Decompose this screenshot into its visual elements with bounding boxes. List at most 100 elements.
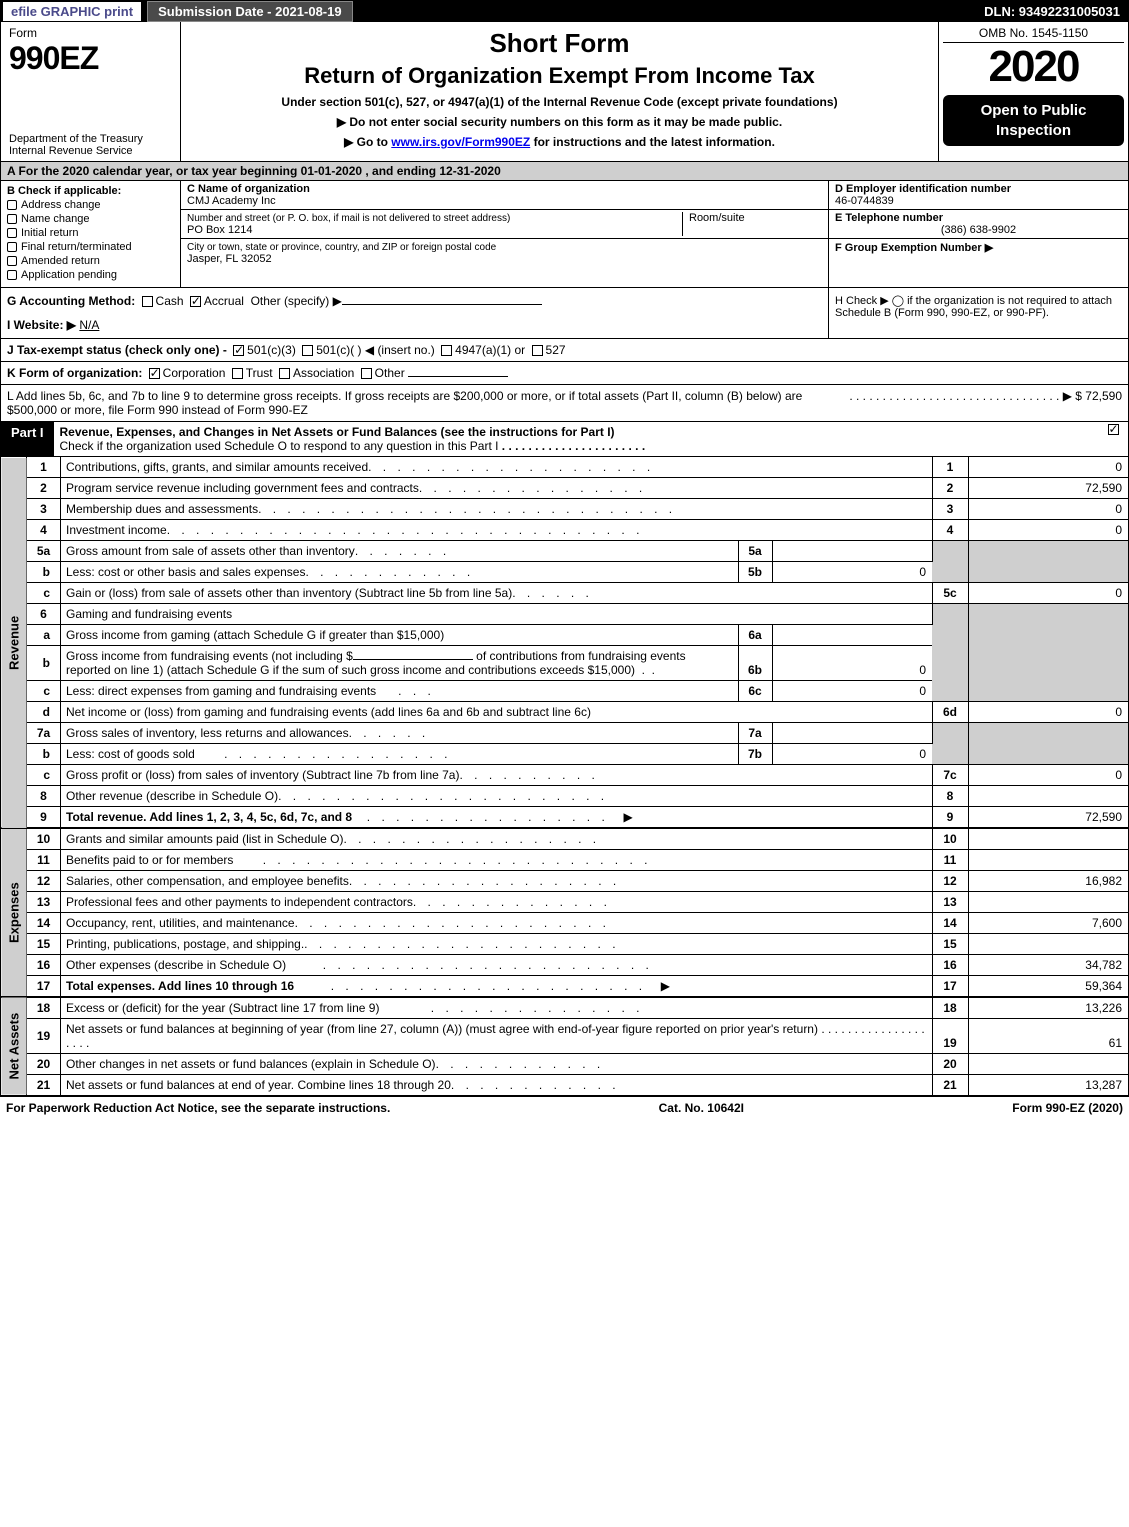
line-18: Net Assets 18 Excess or (deficit) for th… — [1, 997, 1128, 1019]
line-17-value: 59,364 — [968, 976, 1128, 998]
tax-year: 2020 — [943, 43, 1124, 91]
line-3: 3 Membership dues and assessments . . . … — [1, 499, 1128, 520]
header-center: Short Form Return of Organization Exempt… — [181, 22, 938, 161]
line-13: 13 Professional fees and other payments … — [1, 892, 1128, 913]
form-990ez-page: efile GRAPHIC print Submission Date - 20… — [0, 0, 1129, 1097]
part-1-header-row: Part I Revenue, Expenses, and Changes in… — [1, 422, 1128, 457]
ein-box: D Employer identification number 46-0744… — [829, 181, 1128, 210]
line-5c-value: 0 — [968, 583, 1128, 604]
cb-527[interactable] — [532, 345, 543, 356]
line-12-value: 16,982 — [968, 871, 1128, 892]
ein-value: 46-0744839 — [835, 195, 894, 207]
section-b-label: B Check if applicable: — [7, 185, 174, 197]
line-14-value: 7,600 — [968, 913, 1128, 934]
line-6c-value: 0 — [772, 681, 932, 702]
schedule-b-check: H Check ▶ ◯ if the organization is not r… — [828, 288, 1128, 338]
room-suite: Room/suite — [682, 212, 822, 236]
revenue-vert-label: Revenue — [1, 457, 27, 828]
line-21: 21 Net assets or fund balances at end of… — [1, 1075, 1128, 1096]
line-19-value: 61 — [968, 1019, 1128, 1054]
cb-initial-return[interactable]: Initial return — [7, 227, 174, 239]
line-9: 9 Total revenue. Add lines 1, 2, 3, 4, 5… — [1, 807, 1128, 829]
cb-501c[interactable] — [302, 345, 313, 356]
line-14: 14 Occupancy, rent, utilities, and maint… — [1, 913, 1128, 934]
efile-print-button[interactable]: efile GRAPHIC print — [3, 2, 141, 21]
form-revision: Form 990-EZ (2020) — [1012, 1101, 1123, 1115]
line-7c: c Gross profit or (loss) from sales of i… — [1, 765, 1128, 786]
line-4: 4 Investment income . . . . . . . . . . … — [1, 520, 1128, 541]
page-footer: For Paperwork Reduction Act Notice, see … — [0, 1097, 1129, 1119]
line-1-value: 0 — [968, 457, 1128, 478]
line-2-value: 72,590 — [968, 478, 1128, 499]
line-15: 15 Printing, publications, postage, and … — [1, 934, 1128, 955]
cb-other-org[interactable] — [361, 368, 372, 379]
section-c-block: C Name of organization CMJ Academy Inc N… — [181, 181, 828, 287]
line-18-value: 13,226 — [968, 997, 1128, 1019]
line-7b-value: 0 — [772, 744, 932, 765]
city-line: City or town, state or province, country… — [181, 239, 828, 267]
catalog-number: Cat. No. 10642I — [659, 1101, 744, 1115]
line-2: 2 Program service revenue including gove… — [1, 478, 1128, 499]
line-12: 12 Salaries, other compensation, and emp… — [1, 871, 1128, 892]
line-7c-value: 0 — [968, 765, 1128, 786]
dln-label: DLN: 93492231005031 — [984, 4, 1128, 19]
line-16-value: 34,782 — [968, 955, 1128, 976]
cb-trust[interactable] — [232, 368, 243, 379]
cb-address-change[interactable]: Address change — [7, 199, 174, 211]
cb-4947[interactable] — [441, 345, 452, 356]
irs-link[interactable]: www.irs.gov/Form990EZ — [391, 135, 530, 149]
cb-corporation[interactable] — [149, 368, 160, 379]
line-4-value: 0 — [968, 520, 1128, 541]
accounting-method: G Accounting Method: Cash Accrual Other … — [1, 288, 828, 338]
cb-application-pending[interactable]: Application pending — [7, 269, 174, 281]
header-right: OMB No. 1545-1150 2020 Open to Public In… — [938, 22, 1128, 161]
cb-501c3[interactable] — [233, 345, 244, 356]
line-20: 20 Other changes in net assets or fund b… — [1, 1054, 1128, 1075]
part-1-table: Revenue 1 Contributions, gifts, grants, … — [1, 457, 1128, 1096]
open-to-public-badge: Open to Public Inspection — [943, 95, 1124, 146]
omb-number: OMB No. 1545-1150 — [943, 26, 1124, 43]
org-name-line: C Name of organization CMJ Academy Inc — [181, 181, 828, 210]
header-left: Form 990EZ Department of the Treasury In… — [1, 22, 181, 161]
line-5b-value: 0 — [772, 562, 932, 583]
part-1-schedule-o-check[interactable] — [1098, 422, 1128, 456]
return-title: Return of Organization Exempt From Incom… — [193, 63, 926, 89]
gross-receipts-value: ▶ $ 72,590 — [1063, 389, 1122, 403]
net-assets-vert-label: Net Assets — [1, 997, 27, 1096]
city-value: Jasper, FL 32052 — [187, 253, 272, 265]
line-6: 6 Gaming and fundraising events — [1, 604, 1128, 625]
section-d-e-f: D Employer identification number 46-0744… — [828, 181, 1128, 287]
line-16: 16 Other expenses (describe in Schedule … — [1, 955, 1128, 976]
line-3-value: 0 — [968, 499, 1128, 520]
cb-cash[interactable] — [142, 296, 153, 307]
expenses-vert-label: Expenses — [1, 828, 27, 997]
g-h-row: G Accounting Method: Cash Accrual Other … — [1, 288, 1128, 339]
line-1: Revenue 1 Contributions, gifts, grants, … — [1, 457, 1128, 478]
submission-date: Submission Date - 2021-08-19 — [147, 1, 353, 22]
gross-receipts-row: L Add lines 5b, 6c, and 7b to line 9 to … — [1, 385, 1128, 422]
department-label: Department of the Treasury Internal Reve… — [9, 133, 172, 157]
org-name-value: CMJ Academy Inc — [187, 195, 276, 207]
phone-box: E Telephone number (386) 638-9902 — [829, 210, 1128, 239]
phone-value: (386) 638-9902 — [835, 224, 1122, 236]
short-form-title: Short Form — [193, 28, 926, 59]
street-line: Number and street (or P. O. box, if mail… — [181, 210, 828, 239]
website-value: N/A — [79, 318, 99, 332]
form-word: Form — [9, 26, 172, 40]
section-b-checkboxes: B Check if applicable: Address change Na… — [1, 181, 181, 287]
part-1-badge: Part I — [1, 422, 54, 456]
cb-amended-return[interactable]: Amended return — [7, 255, 174, 267]
cb-association[interactable] — [279, 368, 290, 379]
cb-accrual[interactable] — [190, 296, 201, 307]
group-exemption-box: F Group Exemption Number ▶ — [829, 239, 1128, 256]
line-6b-value: 0 — [772, 646, 932, 681]
under-section-text: Under section 501(c), 527, or 4947(a)(1)… — [193, 95, 926, 109]
line-10: Expenses 10 Grants and similar amounts p… — [1, 828, 1128, 850]
line-19: 19 Net assets or fund balances at beginn… — [1, 1019, 1128, 1054]
line-7a: 7a Gross sales of inventory, less return… — [1, 723, 1128, 744]
tax-period-row: A For the 2020 calendar year, or tax yea… — [1, 162, 1128, 181]
no-ssn-note: ▶ Do not enter social security numbers o… — [193, 115, 926, 129]
cb-name-change[interactable]: Name change — [7, 213, 174, 225]
cb-final-return[interactable]: Final return/terminated — [7, 241, 174, 253]
street-value: PO Box 1214 — [187, 224, 252, 236]
